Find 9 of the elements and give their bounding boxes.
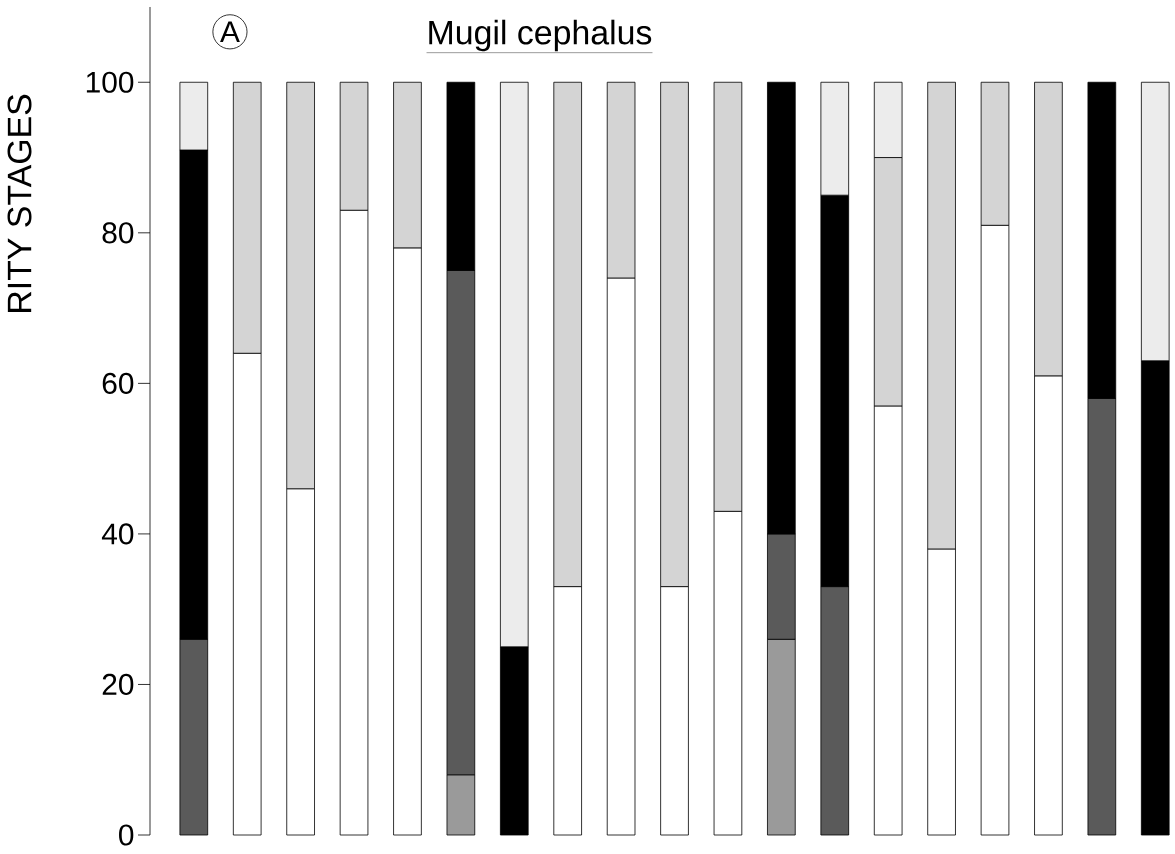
- y-tick-label: 0: [119, 824, 134, 846]
- y-tick-label: 60: [102, 372, 134, 394]
- y-tick-label: 20: [102, 673, 134, 696]
- y-axis-title: RITY STAGES: [7, 94, 32, 312]
- y-tick-label: 100: [86, 71, 134, 93]
- y-tick-label: 40: [101, 523, 134, 545]
- y-tick-label: 80: [102, 222, 134, 244]
- chart-title: Mugil cephalus: [429, 19, 652, 52]
- annotation: A: [220, 21, 240, 43]
